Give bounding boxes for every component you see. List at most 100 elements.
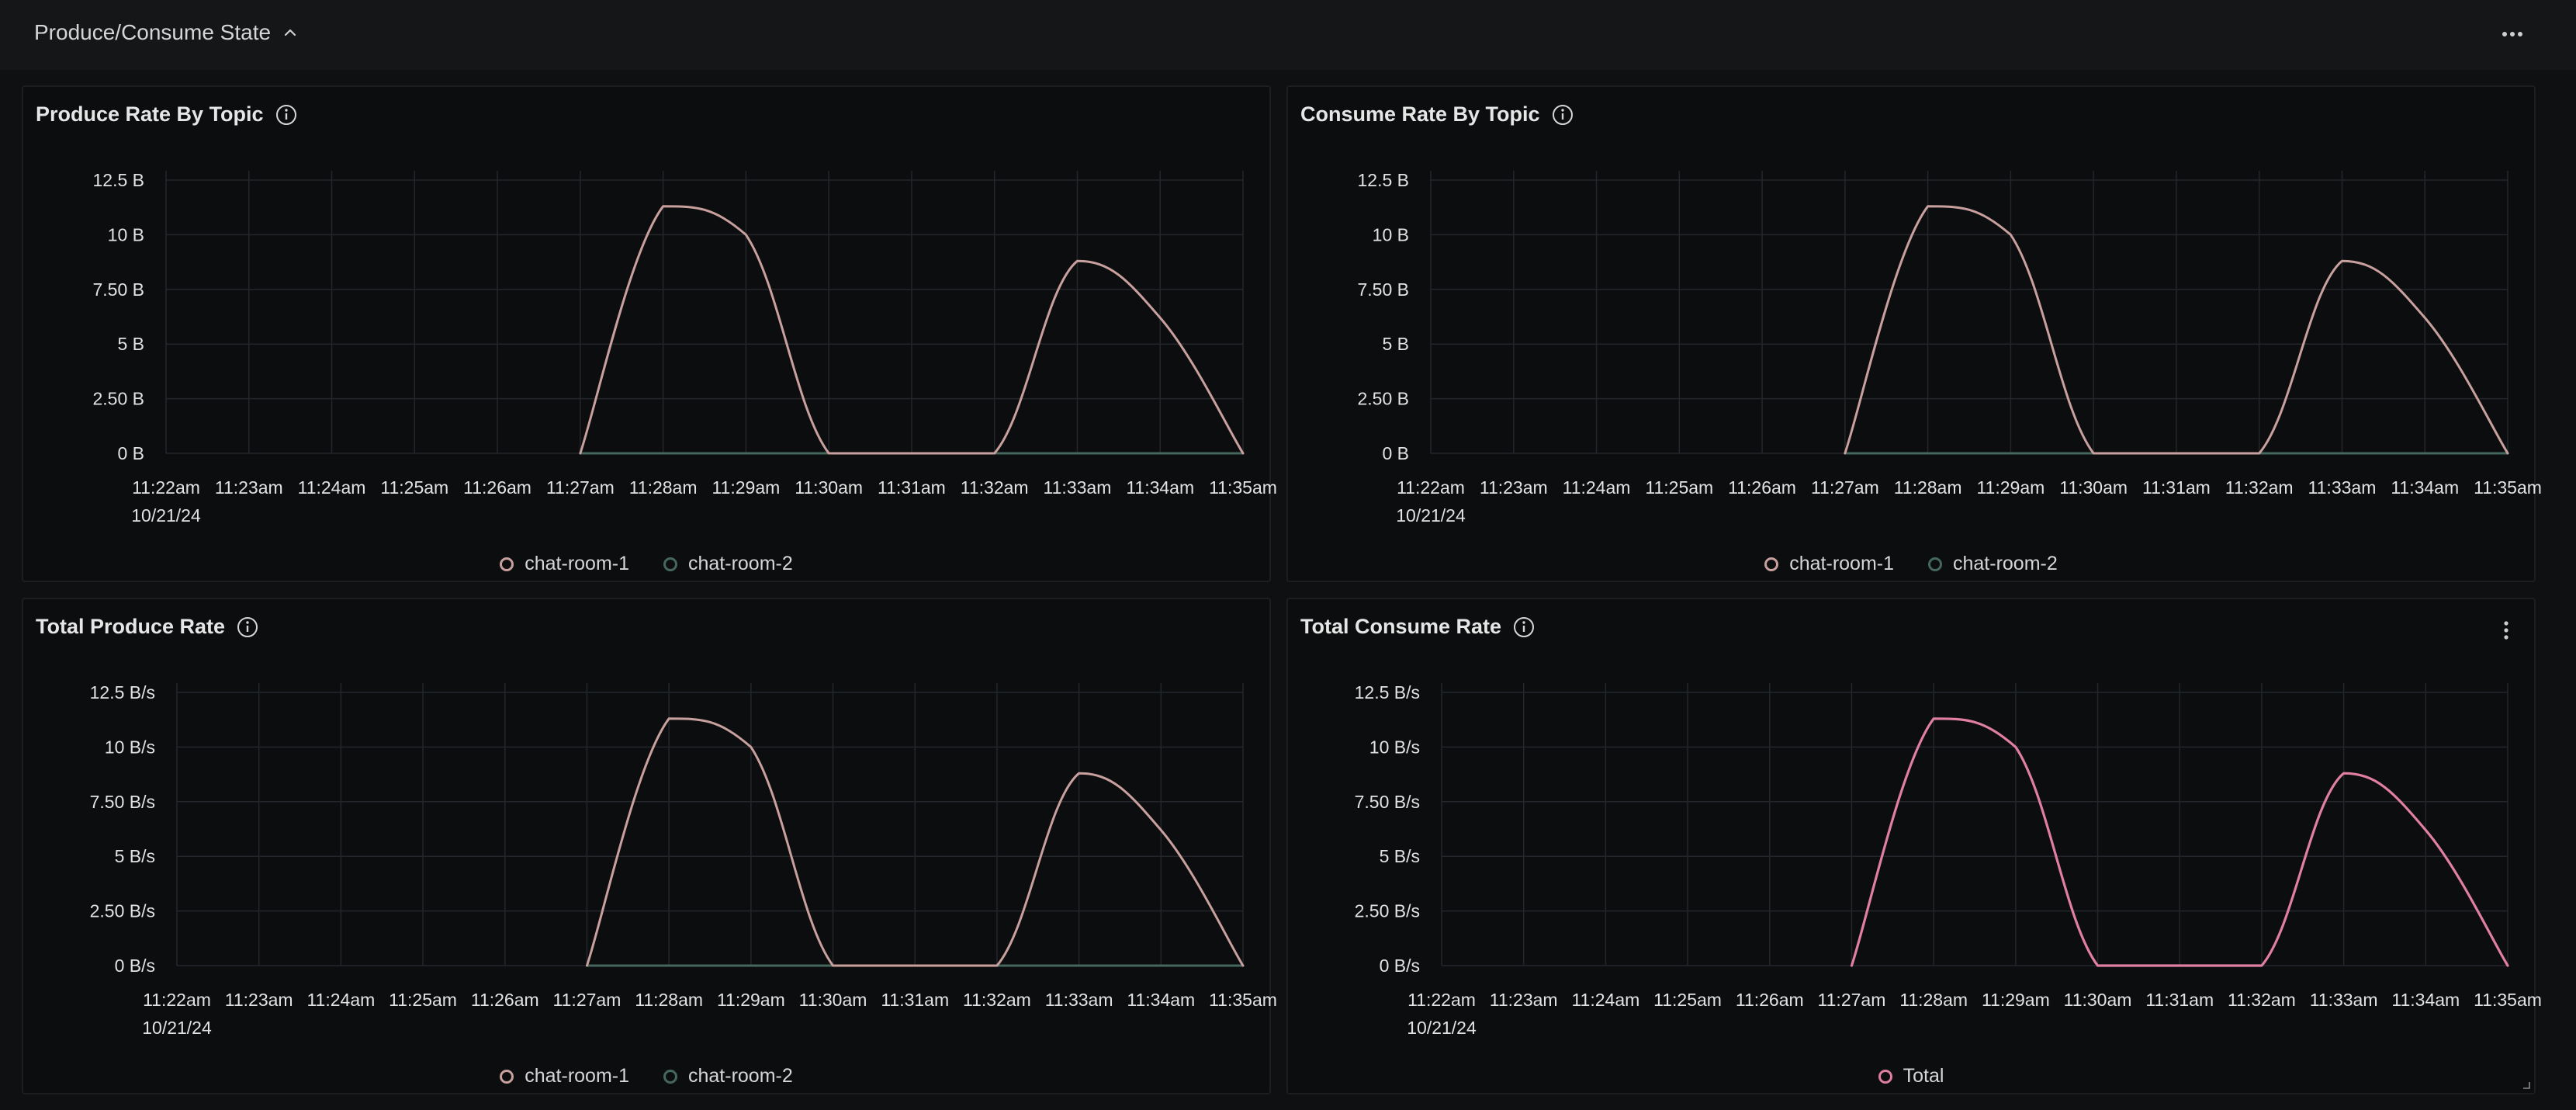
x-tick-label: 11:34am xyxy=(2391,477,2459,498)
x-date-label: 10/21/24 xyxy=(142,1018,212,1038)
x-tick-label: 11:28am xyxy=(635,990,703,1010)
y-tick-label: 5 B/s xyxy=(115,846,155,866)
x-tick-label: 11:26am xyxy=(1728,477,1796,498)
x-tick-label: 11:32am xyxy=(2228,990,2296,1010)
x-tick-label: 11:27am xyxy=(1818,990,1886,1010)
y-tick-label: 0 B/s xyxy=(1380,956,1420,976)
x-tick-label: 11:25am xyxy=(380,477,448,498)
x-tick-label: 11:29am xyxy=(1976,477,2045,498)
legend-item-chat-room-1[interactable]: chat-room-1 xyxy=(1764,553,1894,575)
y-tick-label: 7.50 B/s xyxy=(90,792,155,812)
legend-label: chat-room-1 xyxy=(525,1065,629,1087)
info-icon[interactable] xyxy=(236,616,259,639)
x-tick-label: 11:23am xyxy=(215,477,283,498)
x-tick-label: 11:30am xyxy=(795,477,863,498)
x-tick-label: 11:35am xyxy=(1209,990,1277,1010)
section-toggle[interactable]: Produce/Consume State xyxy=(34,20,299,45)
y-tick-label: 7.50 B xyxy=(93,279,145,300)
y-tick-label: 2.50 B xyxy=(93,389,145,409)
x-tick-label: 11:30am xyxy=(799,990,867,1010)
y-tick-label: 10 B xyxy=(108,224,144,245)
y-tick-label: 2.50 B xyxy=(1358,389,1410,409)
legend-item-chat-room-1[interactable]: chat-room-1 xyxy=(500,553,629,575)
legend-swatch xyxy=(1928,557,1942,571)
x-tick-label: 11:35am xyxy=(2474,477,2542,498)
x-tick-label: 11:29am xyxy=(712,477,780,498)
legend-swatch xyxy=(1878,1069,1892,1084)
chart-area[interactable]: 0 B 2.50 B 5 B 7.50 B 10 B 12.5 B 11:22am 11:23… xyxy=(1288,87,2542,584)
resize-handle-icon[interactable] xyxy=(2520,1079,2531,1090)
chevron-up-icon xyxy=(284,29,296,36)
panel-title: Consume Rate By Topic xyxy=(1300,102,1540,126)
x-tick-label: 11:25am xyxy=(1653,990,1722,1010)
x-tick-label: 11:34am xyxy=(1127,990,1195,1010)
legend-item-chat-room-1[interactable]: chat-room-1 xyxy=(500,1065,629,1087)
series-line-chat-room-1 xyxy=(1844,205,2509,455)
x-tick-label: 11:30am xyxy=(2059,477,2128,498)
series-line-chat-room-1 xyxy=(579,205,1245,455)
x-tick-label: 11:24am xyxy=(1571,990,1639,1010)
x-tick-label: 11:32am xyxy=(961,477,1029,498)
section-title: Produce/Consume State xyxy=(34,20,272,44)
x-tick-label: 11:22am xyxy=(143,990,211,1010)
y-tick-label: 12.5 B xyxy=(93,170,145,190)
panel-total-consume-rate: Total Consume Rate 0 B/s 2.50 B/s 5 B/s 7.5… xyxy=(1286,598,2542,1096)
x-tick-label: 11:32am xyxy=(963,990,1031,1010)
x-tick-label: 11:29am xyxy=(1982,990,2050,1010)
legend-swatch xyxy=(1764,557,1779,571)
x-tick-label: 11:26am xyxy=(471,990,539,1010)
series-line-chat-room-1 xyxy=(585,717,1245,967)
x-tick-label: 11:24am xyxy=(1563,477,1631,498)
info-icon[interactable] xyxy=(1551,103,1574,127)
x-tick-label: 11:22am xyxy=(1397,477,1465,498)
legend-swatch xyxy=(663,1069,677,1084)
y-tick-label: 5 B xyxy=(117,334,144,354)
x-date-label: 10/21/24 xyxy=(131,505,201,526)
x-tick-label: 11:33am xyxy=(1045,990,1113,1010)
x-tick-label: 11:33am xyxy=(1044,477,1112,498)
y-tick-label: 7.50 B xyxy=(1358,279,1410,300)
legend-swatch xyxy=(500,1069,514,1084)
series-line-total xyxy=(1850,717,2509,967)
section-more-button[interactable] xyxy=(2497,22,2528,47)
panel-title-row: Consume Rate By Topic xyxy=(1300,102,1574,127)
x-tick-label: 11:25am xyxy=(1645,477,1713,498)
y-tick-label: 5 B/s xyxy=(1380,846,1420,866)
y-tick-label: 10 B xyxy=(1373,224,1409,245)
info-icon[interactable] xyxy=(1512,616,1536,639)
chart-area[interactable]: 0 B 2.50 B 5 B 7.50 B 10 B 12.5 B 11:22am 11:23… xyxy=(23,87,1277,584)
legend-item-chat-room-2[interactable]: chat-room-2 xyxy=(663,1065,793,1087)
x-tick-label: 11:28am xyxy=(629,477,698,498)
legend-label: chat-room-2 xyxy=(688,1065,793,1087)
chart-area[interactable]: 0 B/s 2.50 B/s 5 B/s 7.50 B/s 10 B/s 12.5 B/s… xyxy=(23,599,1277,1096)
legend: chat-room-1 chat-room-2 xyxy=(1288,553,2534,575)
legend: chat-room-1 chat-room-2 xyxy=(23,553,1269,575)
x-tick-label: 11:31am xyxy=(2142,477,2211,498)
x-tick-label: 11:23am xyxy=(225,990,293,1010)
x-date-label: 10/21/24 xyxy=(1407,1018,1477,1038)
panel-title: Produce Rate By Topic xyxy=(36,102,264,126)
legend-item-chat-room-2[interactable]: chat-room-2 xyxy=(663,553,793,575)
x-tick-label: 11:27am xyxy=(1811,477,1879,498)
legend-swatch xyxy=(663,557,677,571)
chart-area[interactable]: 0 B/s 2.50 B/s 5 B/s 7.50 B/s 10 B/s 12.5 B/s… xyxy=(1288,599,2542,1096)
legend-item-total[interactable]: Total xyxy=(1878,1065,1944,1087)
x-date-label: 10/21/24 xyxy=(1396,505,1466,526)
x-tick-label: 11:28am xyxy=(1894,477,1962,498)
panel-produce-rate-by-topic: Produce Rate By Topic 0 B 2.50 B 5 B 7.50 B… xyxy=(22,85,1277,584)
x-tick-label: 11:27am xyxy=(546,477,615,498)
panel-title-row: Produce Rate By Topic xyxy=(36,102,298,127)
y-tick-label: 12.5 B/s xyxy=(1355,682,1420,702)
legend-item-chat-room-2[interactable]: chat-room-2 xyxy=(1928,553,2058,575)
panel-menu-button[interactable] xyxy=(2498,615,2514,646)
x-tick-label: 11:30am xyxy=(2064,990,2132,1010)
legend-label: Total xyxy=(1903,1065,1944,1087)
panel-title: Total Produce Rate xyxy=(36,615,226,638)
info-icon[interactable] xyxy=(275,103,298,127)
x-tick-label: 11:24am xyxy=(298,477,366,498)
more-vertical-icon xyxy=(2504,621,2508,640)
y-tick-label: 0 B xyxy=(1382,443,1409,463)
y-tick-label: 12.5 B xyxy=(1358,170,1410,190)
panel-consume-rate-by-topic: Consume Rate By Topic 0 B 2.50 B 5 B 7.50 B… xyxy=(1286,85,2542,584)
x-tick-label: 11:33am xyxy=(2308,477,2377,498)
